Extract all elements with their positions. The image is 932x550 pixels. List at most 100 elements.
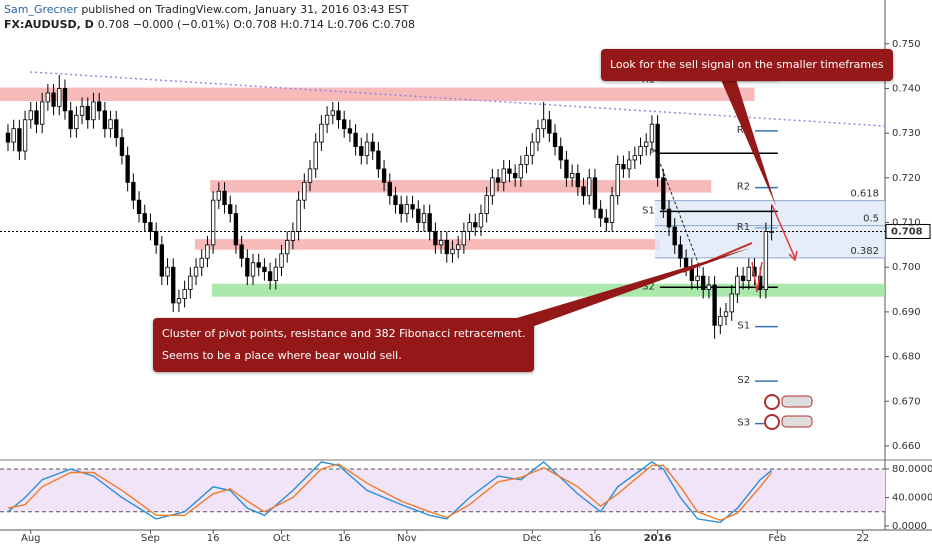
candle-body <box>307 168 313 183</box>
event-icon <box>781 415 813 428</box>
candle-body <box>387 181 392 197</box>
candle-body <box>256 262 261 268</box>
candle-body <box>330 110 335 116</box>
candle-body <box>205 244 210 259</box>
header: Sam_Grecner published on TradingView.com… <box>4 2 416 32</box>
y-tick-label: 0.740 <box>892 83 921 94</box>
y-tick-label: 0.680 <box>892 352 921 363</box>
candle-body <box>501 168 506 183</box>
pivot-label: R2 <box>737 182 750 193</box>
fib-label: 0.382 <box>850 246 879 257</box>
candle-body <box>541 119 546 130</box>
candle-body <box>302 181 307 201</box>
x-tick-label: 16 <box>338 533 351 544</box>
candle-body <box>592 177 598 210</box>
candle-body <box>558 146 563 161</box>
candle-body <box>450 248 455 255</box>
candle-body <box>57 88 62 107</box>
candle-body <box>467 222 472 232</box>
x-tick-label: Oct <box>273 533 290 544</box>
quote: 0.708 −0.000 (−0.01%) O:0.708 H:0.714 L:… <box>97 18 416 31</box>
candle-body <box>598 208 603 219</box>
candle-body <box>34 110 39 125</box>
zone <box>194 239 660 250</box>
pivot-label: S1 <box>642 205 655 216</box>
pivot-label: S3 <box>737 418 750 429</box>
candle-body <box>17 128 22 152</box>
y-tick-label: 80.0000 <box>892 464 932 475</box>
y-tick-label: 0.750 <box>892 39 921 50</box>
candle-body <box>473 222 478 228</box>
price-badge-label: 0.708 <box>891 226 923 237</box>
candle-body <box>649 123 655 143</box>
data-layer: 0.708 0.750 0.740 0.730 0.720 0.710 0.700 0.690… <box>0 39 932 544</box>
candle-body <box>524 155 529 165</box>
candle-body <box>678 244 683 259</box>
candle-body <box>564 159 569 179</box>
candle-body <box>245 257 250 277</box>
y-tick-label: 0.690 <box>892 307 921 318</box>
candle-body <box>176 298 182 304</box>
candle-body <box>416 208 421 223</box>
candle-body <box>364 141 370 156</box>
candle-body <box>233 213 239 246</box>
candle-body <box>153 231 159 246</box>
candle-body <box>376 150 381 170</box>
zone <box>210 180 712 193</box>
candle-body <box>495 177 501 183</box>
candle-body <box>661 177 666 210</box>
candle-body <box>96 101 102 112</box>
event-icon <box>764 394 780 410</box>
x-tick-label: 22 <box>856 533 869 544</box>
candle-body <box>763 231 769 290</box>
candle-body <box>290 231 296 241</box>
candle-body <box>518 164 524 179</box>
candle-body <box>45 92 51 103</box>
pivot-label: S2 <box>642 281 655 292</box>
candle-body <box>706 284 712 290</box>
candle-body <box>125 155 130 183</box>
published-info: published on TradingView.com, January 31… <box>81 3 409 16</box>
author[interactable]: Sam_Grecner <box>4 3 78 16</box>
candle-body <box>621 164 626 170</box>
candle-body <box>114 119 119 139</box>
candle-body <box>62 88 68 112</box>
stoch-band <box>0 468 885 512</box>
note-pointer <box>718 73 776 206</box>
candle-body <box>701 275 706 290</box>
candle-body <box>456 244 461 250</box>
candle-body <box>296 199 301 232</box>
candle-body <box>729 293 734 313</box>
candle-body <box>638 146 643 156</box>
zone <box>0 87 755 101</box>
candle-body <box>427 213 432 232</box>
candle-body <box>102 110 108 130</box>
candle-body <box>712 284 717 326</box>
candle-body <box>193 266 199 277</box>
candle-body <box>79 105 85 116</box>
candle-body <box>569 172 575 179</box>
candle-body <box>74 114 79 130</box>
candle-body <box>512 172 518 179</box>
candle-body <box>507 168 512 174</box>
fib-box <box>654 200 885 258</box>
down-arrow <box>751 261 763 293</box>
candle-body <box>336 110 341 121</box>
x-tick-label: Nov <box>397 533 417 544</box>
candle-body <box>250 262 256 277</box>
zone <box>211 283 886 297</box>
candle-body <box>51 92 56 107</box>
annotation-text: Cluster of pivot points, resistance and … <box>162 327 526 340</box>
candle-body <box>216 190 221 201</box>
candle-body <box>695 275 700 282</box>
candle-body <box>239 244 244 259</box>
candle-body <box>535 128 541 143</box>
candle-body <box>199 257 204 268</box>
candle-body <box>182 289 187 299</box>
candle-body <box>40 101 45 125</box>
candle-body <box>740 275 746 282</box>
pivot-label: S1 <box>737 321 750 332</box>
y-tick-label: 0.730 <box>892 128 921 139</box>
